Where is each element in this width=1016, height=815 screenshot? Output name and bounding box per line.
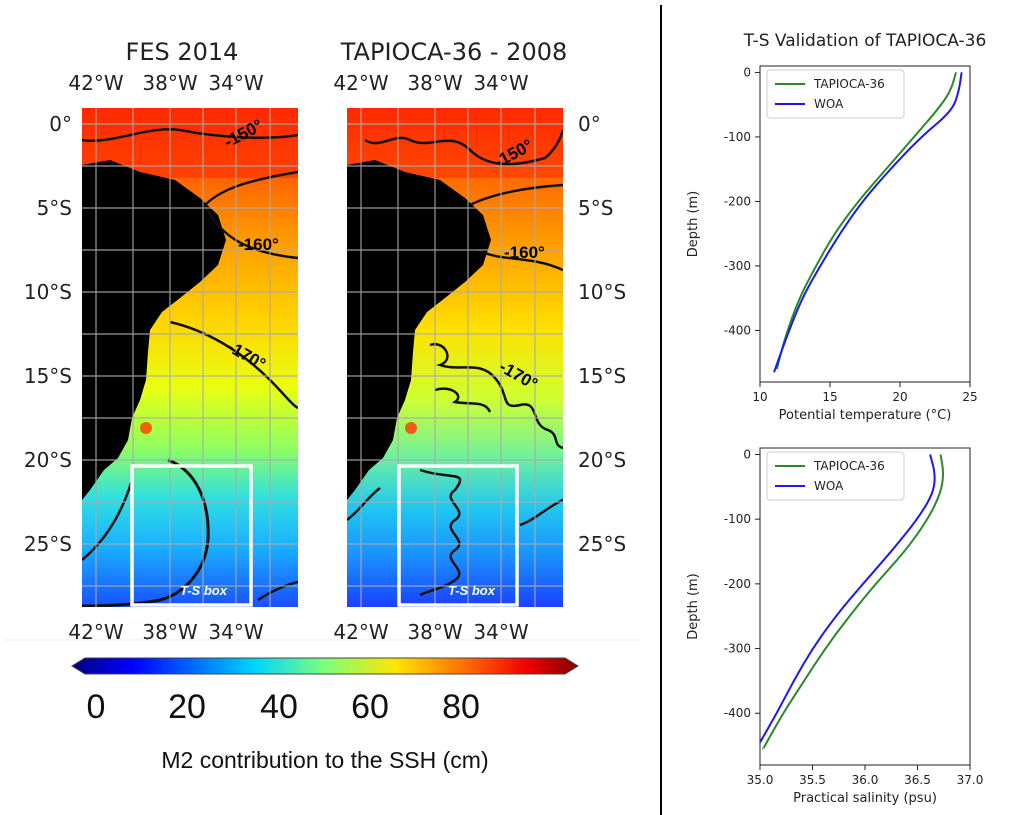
ytick-label-temperature: -300	[724, 259, 751, 273]
ytick-label-salinity: -400	[724, 706, 751, 720]
axes-frame-temperature	[759, 65, 971, 383]
legend-label-salinity: TAPIOCA-36	[813, 459, 885, 473]
contour-160b-tapioca	[477, 248, 563, 272]
ytick-label-temperature: -100	[724, 130, 751, 144]
series-line-woa-salinity	[759, 454, 936, 743]
legend-box-temperature	[766, 69, 905, 119]
xtick-label-salinity: 35.5	[799, 773, 826, 787]
lat-tick-10s: 10°S	[24, 280, 72, 304]
chart-salinity: 35.0 35.5 36.0 36.5 37.0 0 -100 -200 -300 -400 Pra…	[686, 447, 983, 806]
ts-box-fes	[130, 464, 253, 607]
legend-label-salinity: WOA	[814, 479, 844, 493]
xtick-label-salinity: 36.0	[852, 773, 879, 787]
contour-label-160-fes: -160°	[238, 235, 279, 254]
chart-title-temperature: T-S Validation of TAPIOCA-36	[743, 31, 987, 51]
lat-tick-10s-r: 10°S	[578, 280, 626, 304]
lat-tick-20s: 20°S	[24, 448, 72, 472]
lat-tick-15s-r: 15°S	[578, 364, 626, 388]
contour-southern-fes	[82, 458, 210, 607]
lat-tick-25s-r: 25°S	[578, 532, 626, 556]
contour-150-tapioca	[364, 129, 563, 166]
colorbar-tick-0: 0	[87, 688, 106, 726]
legend-label-temperature: WOA	[814, 97, 844, 111]
ts-box-label-fes: T-S box	[180, 583, 228, 598]
contour-160-tapioca	[469, 183, 563, 207]
lon-tick-top-38w: 38°W	[142, 71, 197, 95]
colorbar-tick-80: 80	[442, 688, 480, 726]
lat-tick-0: 0°	[49, 112, 72, 136]
lon-tick-top-34w-r: 34°W	[473, 71, 528, 95]
map-fes2014: FES 2014 42°W 38°W 34°W	[24, 38, 298, 644]
map-title-tapioca: TAPIOCA-36 - 2008	[340, 38, 568, 66]
ylabel-salinity: Depth (m)	[686, 573, 701, 640]
legend-box-salinity	[766, 451, 905, 501]
lat-tick-15s: 15°S	[24, 364, 72, 388]
legend-label-temperature: TAPIOCA-36	[813, 77, 885, 91]
lon-tick-top-42w: 42°W	[68, 71, 123, 95]
contour-150b-fes	[203, 204, 298, 260]
contour-southern-tapioca	[419, 468, 462, 597]
ytick-label-salinity: -100	[724, 512, 751, 526]
xtick-label-salinity: 37.0	[957, 773, 984, 787]
colorbar-tick-20: 20	[168, 688, 206, 726]
xtick-label-temperature: 10	[752, 390, 767, 404]
xlabel-salinity: Practical salinity (psu)	[793, 791, 937, 806]
series-line-tapioca-36-salinity	[762, 454, 944, 750]
land-mass-brazil-tapioca	[347, 160, 491, 500]
map-title-fes: FES 2014	[126, 38, 239, 66]
series-line-tapioca-36-temperature	[775, 72, 957, 370]
chart-temperature: T-S Validation of TAPIOCA-36 10 15 20 25 0 -10…	[686, 31, 986, 423]
xtick-label-salinity: 36.5	[904, 773, 931, 787]
ytick-label-temperature: 0	[743, 65, 751, 79]
ytick-label-temperature: -200	[724, 194, 751, 208]
lat-tick-5s: 5°S	[37, 196, 72, 220]
series-line-woa-temperature	[773, 72, 963, 373]
lat-tick-0-r: 0°	[578, 112, 601, 136]
xtick-label-salinity: 35.0	[747, 773, 774, 787]
ts-box-tapioca	[397, 464, 519, 607]
colorbar: 0 20 40 60 80 M2 contribution to the SSH…	[5, 639, 640, 773]
colorbar-label: M2 contribution to the SSH (cm)	[161, 747, 488, 773]
ytick-label-salinity: 0	[743, 447, 751, 461]
xtick-label-temperature: 25	[962, 390, 977, 404]
map-grid-fes	[82, 108, 298, 607]
colorbar-tick-40: 40	[260, 688, 298, 726]
xlabel-temperature: Potential temperature (°C)	[779, 408, 952, 423]
ts-box-label-tapioca: T-S box	[448, 583, 496, 598]
ts-validation-charts: T-S Validation of TAPIOCA-36 10 15 20 25 0 -10…	[686, 31, 986, 806]
lon-tick-top-42w-r: 42°W	[333, 71, 388, 95]
lat-tick-5s-r: 5°S	[578, 196, 613, 220]
lon-tick-top-38w-r: 38°W	[407, 71, 462, 95]
xtick-label-temperature: 15	[822, 390, 837, 404]
ytick-label-salinity: -300	[724, 642, 751, 656]
contour-150-fes	[82, 127, 298, 143]
land-mass-brazil-fes	[82, 160, 226, 500]
colorbar-tick-60: 60	[351, 688, 389, 726]
ytick-label-temperature: -400	[724, 323, 751, 337]
contour-160-fes	[204, 170, 298, 206]
xtick-label-temperature: 20	[892, 390, 907, 404]
ylabel-temperature: Depth (m)	[686, 191, 701, 258]
ytick-label-salinity: -200	[724, 577, 751, 591]
contour-170-tapioca	[429, 342, 563, 450]
map-tapioca: TAPIOCA-36 - 2008 42°W 38°W 34°W	[333, 38, 626, 644]
lon-tick-top-34w: 34°W	[208, 71, 263, 95]
lat-tick-25s: 25°S	[24, 532, 72, 556]
colorbar-bar	[71, 657, 579, 675]
contour-label-160-tapioca: -160°	[504, 243, 545, 262]
lat-tick-20s-r: 20°S	[578, 448, 626, 472]
